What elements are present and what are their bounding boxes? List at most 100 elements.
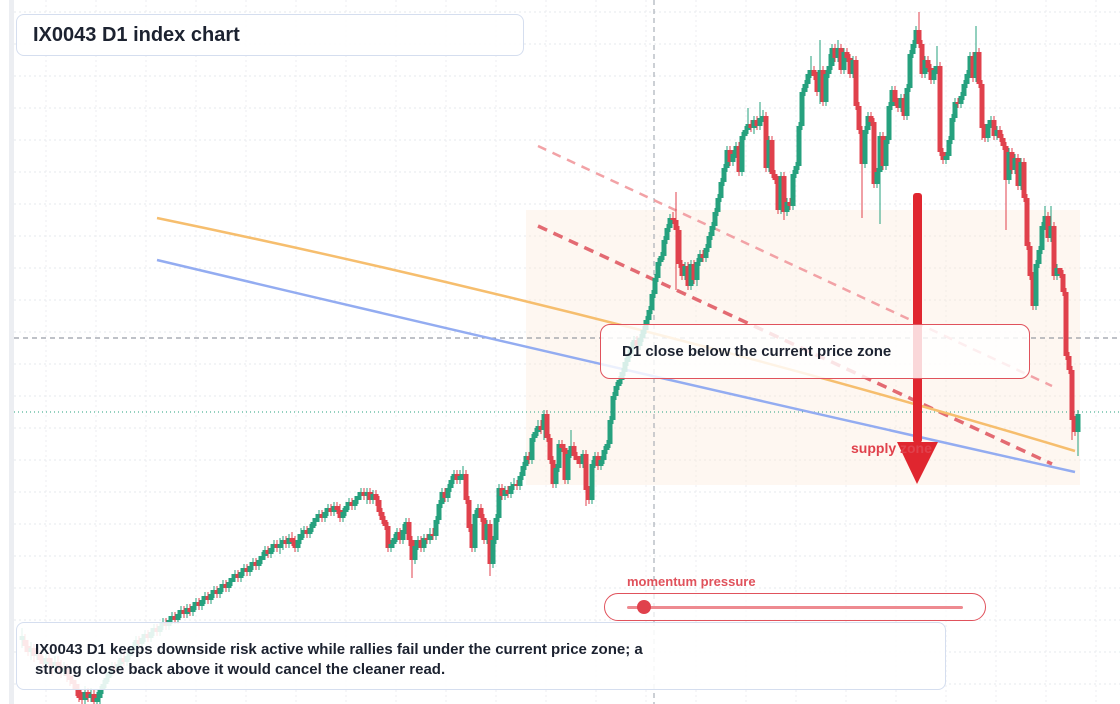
candle-up — [352, 500, 358, 506]
candle-down — [991, 120, 997, 136]
candle-up — [451, 474, 457, 480]
candle-up — [421, 538, 427, 548]
candle-down — [304, 530, 310, 534]
candle-down — [736, 146, 742, 172]
candle-up — [508, 486, 514, 494]
candle-up — [1075, 414, 1081, 432]
candle-up — [592, 456, 598, 464]
candle-down — [832, 48, 838, 58]
candle-up — [298, 534, 304, 540]
candle-up — [220, 584, 226, 588]
candle-up — [496, 488, 502, 518]
candle-down — [1057, 268, 1063, 274]
candle-down — [1051, 226, 1057, 276]
candle-down — [970, 56, 976, 78]
candle-up — [541, 414, 547, 430]
candle-up — [718, 182, 724, 198]
candle-down — [469, 528, 475, 548]
candle-up — [529, 438, 535, 460]
momentum-slider[interactable] — [604, 593, 986, 621]
candle-down — [1060, 274, 1066, 292]
candle-up — [568, 446, 574, 454]
candle-up — [427, 534, 433, 540]
candle-down — [538, 426, 544, 430]
candle-down — [463, 474, 469, 500]
candle-up — [931, 70, 937, 80]
candle-down — [571, 446, 577, 456]
candle-up — [457, 476, 463, 480]
candle-up — [448, 480, 454, 488]
candle-up — [445, 488, 451, 498]
candle-down — [430, 534, 436, 536]
candle-up — [967, 56, 973, 74]
candle-up — [226, 582, 232, 588]
candle-up — [730, 154, 736, 162]
candle-down — [559, 444, 565, 448]
candle-down — [1069, 370, 1075, 420]
candle-down — [1045, 216, 1051, 238]
candle-up — [97, 690, 103, 698]
candle-down — [763, 116, 769, 168]
candle-down — [172, 616, 178, 620]
candle-down — [574, 456, 580, 460]
candle-up — [400, 530, 406, 540]
candle-up — [484, 524, 490, 540]
candle-up — [493, 518, 499, 540]
candle-down — [187, 608, 193, 612]
candle-up — [322, 512, 328, 518]
candle-up — [886, 106, 892, 140]
candle-up — [874, 172, 880, 184]
candle-up — [835, 48, 841, 58]
candle-up — [658, 256, 664, 262]
candle-up — [706, 236, 712, 248]
candle-up — [190, 606, 196, 612]
candle-up — [325, 508, 331, 512]
candle-down — [283, 540, 289, 544]
candle-up — [229, 578, 235, 582]
candle-down — [670, 218, 676, 220]
candle-down — [847, 58, 853, 74]
candle-up — [343, 506, 349, 512]
candle-down — [1009, 152, 1015, 170]
candle-down — [265, 550, 271, 554]
candle-down — [892, 90, 898, 102]
candle-up — [757, 118, 763, 126]
candle-down — [871, 122, 877, 184]
candle-up — [211, 590, 217, 594]
candle-down — [754, 120, 760, 126]
candle-up — [943, 156, 949, 160]
candle-up — [604, 444, 610, 450]
candle-down — [775, 180, 781, 210]
candle-up — [199, 600, 205, 606]
candle-up — [607, 420, 613, 444]
candle-up — [958, 96, 964, 104]
candle-up — [724, 150, 730, 168]
candle-down — [1003, 146, 1009, 180]
candle-up — [517, 476, 523, 486]
candle-up — [862, 130, 868, 164]
candle-up — [277, 544, 283, 548]
candle-up — [271, 544, 277, 548]
candle-up — [823, 74, 829, 102]
candle-down — [586, 490, 592, 500]
candle-up — [169, 616, 175, 620]
candle-up — [1039, 226, 1045, 250]
candle-down — [328, 508, 334, 512]
candle-down — [544, 414, 550, 438]
candle-up — [88, 694, 94, 698]
candle-up — [439, 492, 445, 504]
candle-up — [175, 614, 181, 620]
candle-up — [973, 52, 979, 78]
candle-down — [274, 544, 280, 548]
candle-up — [688, 264, 694, 286]
momentum-knob[interactable] — [636, 600, 651, 614]
candle-down — [79, 698, 85, 700]
candle-up — [1033, 264, 1039, 306]
candle-up — [889, 90, 895, 106]
candle-down — [997, 130, 1003, 138]
candle-up — [193, 602, 199, 606]
candle-up — [94, 698, 100, 702]
candle-up — [310, 522, 316, 528]
momentum-track — [627, 606, 963, 609]
candle-down — [685, 266, 691, 286]
